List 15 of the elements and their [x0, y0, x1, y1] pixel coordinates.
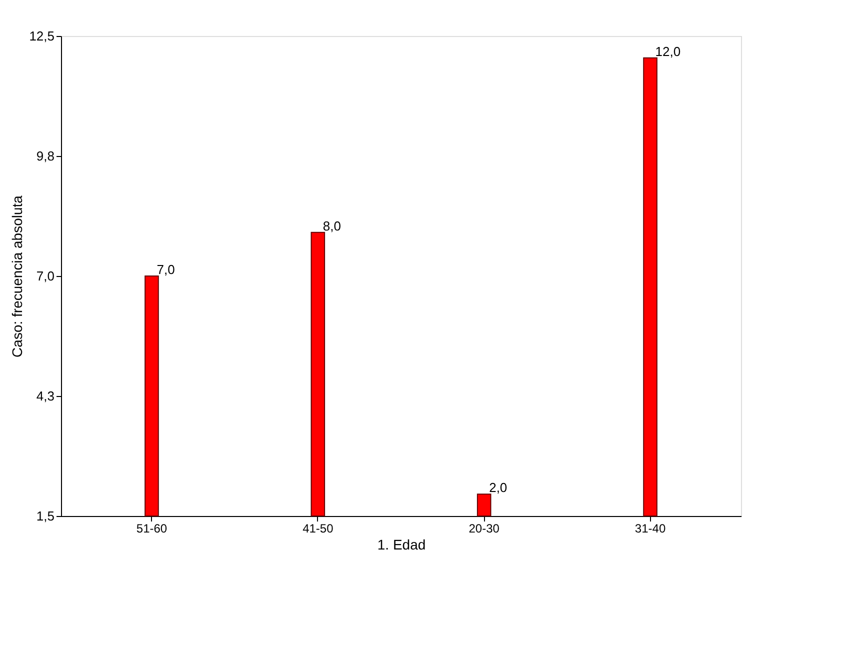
data-label: 12,0	[655, 44, 681, 59]
y-tick-label: 4,3	[36, 388, 54, 404]
x-axis-title: 1. Edad	[377, 536, 426, 552]
x-tick-label: 51-60	[136, 522, 168, 536]
y-tick-label: 9,8	[36, 148, 54, 164]
data-label: 8,0	[322, 218, 341, 234]
y-tick-label: 1,5	[36, 508, 54, 524]
data-label: 7,0	[156, 262, 175, 277]
y-tick-label: 7,0	[36, 268, 54, 284]
x-tick-label: 31-40	[634, 522, 666, 536]
y-tick-label: 12,5	[29, 28, 54, 44]
x-tick-label: 20-30	[468, 522, 500, 536]
x-tick-label: 41-50	[302, 522, 334, 536]
data-label: 2,0	[489, 480, 508, 496]
y-axis-title: Caso: frecuencia absoluta	[9, 195, 26, 358]
